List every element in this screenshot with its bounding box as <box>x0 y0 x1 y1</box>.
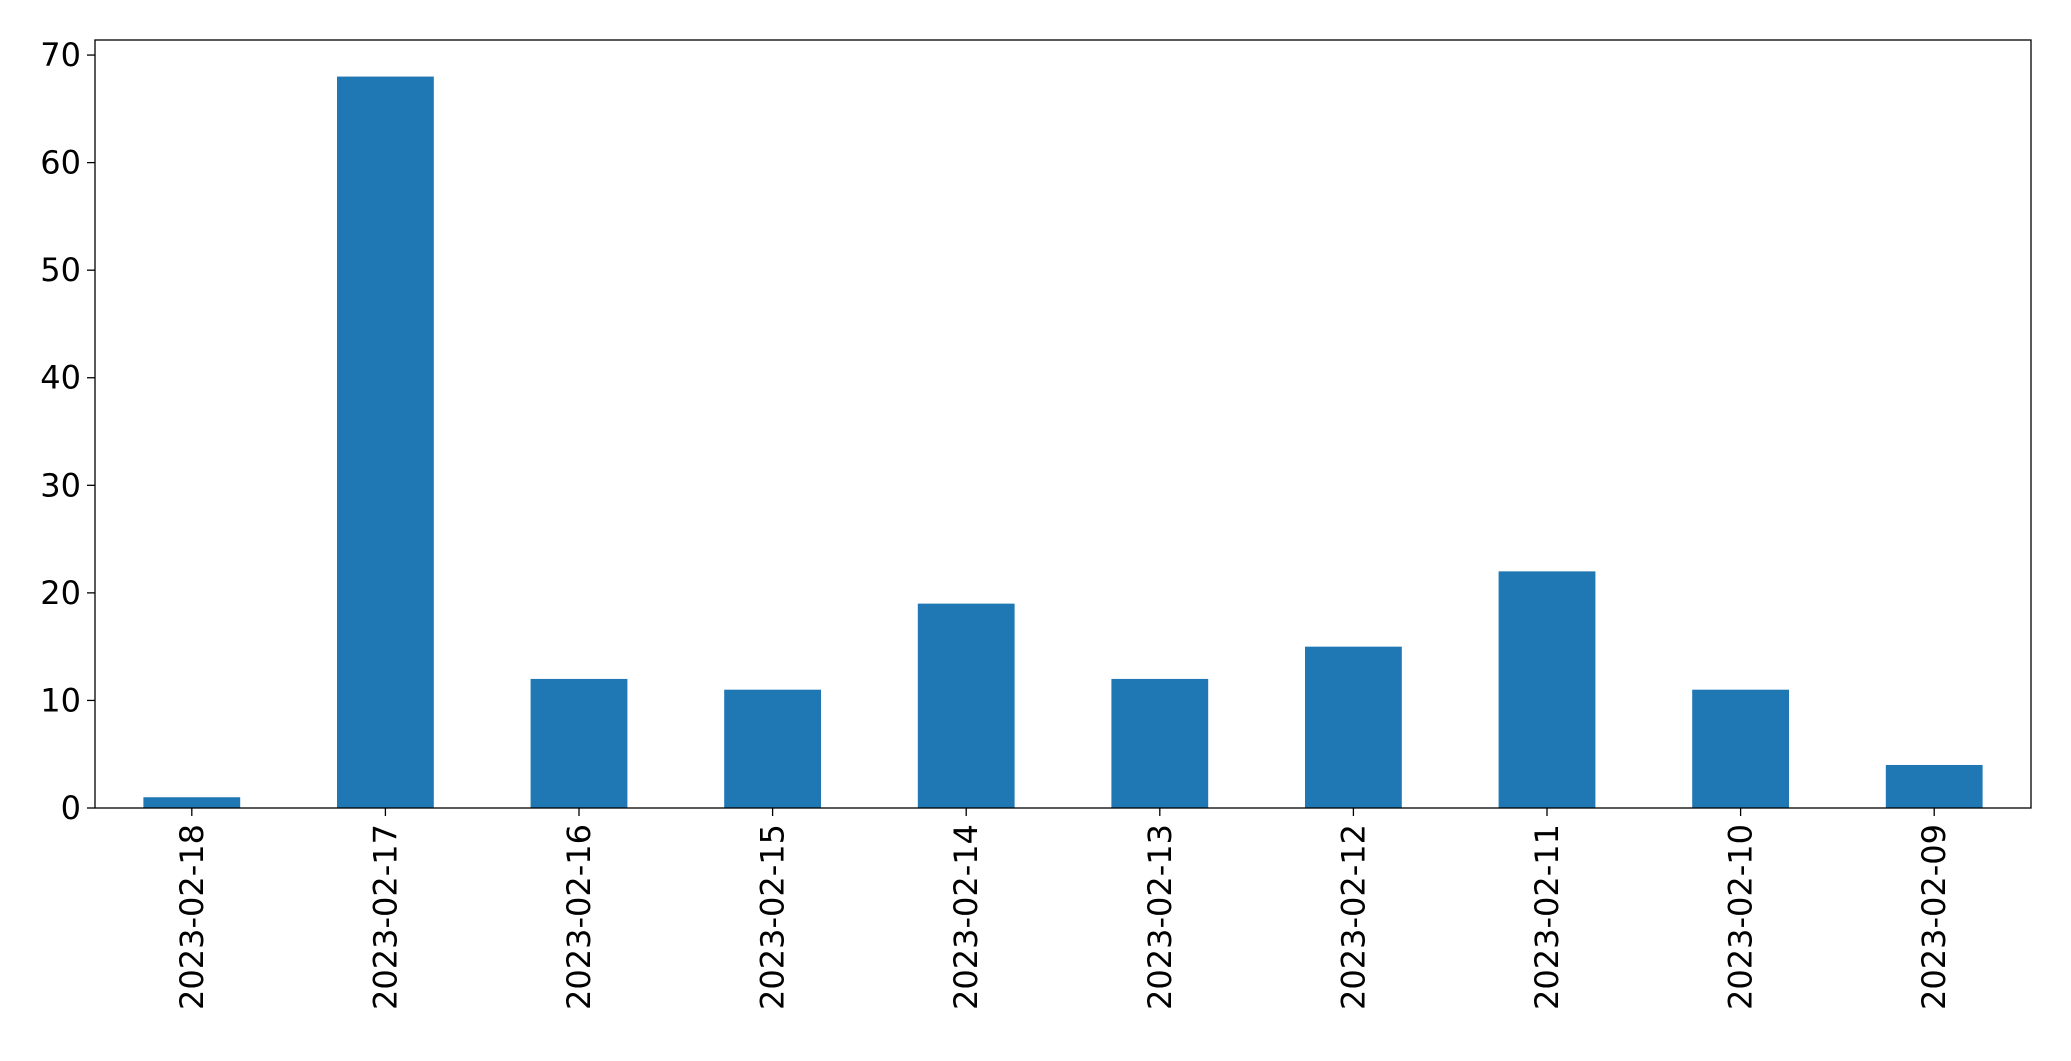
bar <box>1111 678 1209 808</box>
bar <box>917 603 1015 808</box>
bar <box>724 689 821 808</box>
x-tick-label: 2023-02-14 <box>947 824 985 1010</box>
y-tick-label: 0 <box>61 789 81 827</box>
x-tick-label: 2023-02-09 <box>1915 824 1953 1010</box>
y-tick-label: 10 <box>40 681 81 719</box>
bar <box>1692 689 1789 808</box>
bar <box>1885 764 1983 808</box>
bar <box>1305 646 1402 808</box>
x-tick-label: 2023-02-13 <box>1141 824 1179 1010</box>
x-tick-label: 2023-02-10 <box>1722 824 1760 1010</box>
y-tick-label: 70 <box>40 36 81 74</box>
x-tick-label: 2023-02-18 <box>173 824 211 1010</box>
x-tick-label: 2023-02-16 <box>560 824 598 1010</box>
y-tick-label: 30 <box>40 466 81 504</box>
y-tick-label: 40 <box>40 359 81 397</box>
bar <box>337 76 434 809</box>
y-tick-label: 20 <box>40 574 81 612</box>
x-tick-label: 2023-02-15 <box>754 824 792 1010</box>
x-tick-label: 2023-02-12 <box>1334 824 1372 1010</box>
y-tick-label: 50 <box>40 251 81 289</box>
bar <box>1498 571 1596 808</box>
bar <box>530 678 628 808</box>
bar <box>143 797 241 808</box>
y-tick-label: 60 <box>40 144 81 182</box>
plot-frame <box>94 39 2032 809</box>
x-tick-label: 2023-02-17 <box>366 824 404 1010</box>
x-tick-label: 2023-02-11 <box>1528 824 1566 1010</box>
